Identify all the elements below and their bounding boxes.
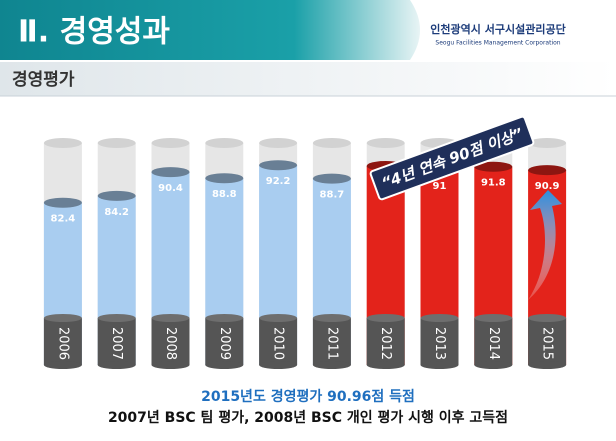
year-base-bottom — [474, 361, 513, 369]
year-base-bottom — [97, 361, 136, 369]
x-tick-label: 2013 — [432, 327, 447, 360]
x-tick-label: 2007 — [109, 327, 124, 360]
value-label: 88.7 — [320, 190, 345, 201]
value-label: 82.4 — [51, 214, 76, 225]
bar-cap — [43, 197, 82, 208]
bar-cap — [97, 190, 136, 201]
value-label: 91.8 — [481, 178, 506, 189]
x-tick-label: 2010 — [271, 327, 286, 360]
year-base-cap — [420, 314, 459, 322]
plot: 82.4 2006 84.2 2007 90.4 2008 88.8 2009 92.2 2010… — [43, 138, 567, 369]
year-base-cap — [528, 314, 567, 322]
year-base — [205, 318, 244, 365]
logo-text: 인천광역시 서구시설관리공단 — [430, 22, 565, 36]
bar-ghost-cap — [259, 138, 298, 148]
value-label: 88.8 — [212, 189, 237, 200]
year-base — [43, 318, 82, 365]
bar-cap — [474, 161, 513, 172]
year-base-cap — [259, 314, 298, 322]
year-base-bottom — [528, 361, 567, 369]
year-base-bottom — [366, 361, 405, 369]
year-base-bottom — [420, 361, 459, 369]
bar-cap — [205, 173, 244, 184]
year-base-cap — [205, 314, 244, 322]
section-band — [0, 62, 616, 96]
year-base-cap — [474, 314, 513, 322]
year-base-cap — [43, 314, 82, 322]
bar-ghost-cap — [151, 138, 190, 148]
x-tick-label: 2008 — [163, 327, 178, 360]
header-band — [0, 0, 420, 60]
trend-arrow — [528, 190, 562, 300]
year-base-bottom — [205, 361, 244, 369]
bar-ghost-cap — [43, 138, 82, 148]
x-tick-label: 2006 — [55, 327, 70, 360]
x-tick-label: 2015 — [540, 327, 555, 360]
value-label: 91 — [433, 181, 447, 192]
year-base — [474, 318, 513, 365]
year-base — [528, 318, 567, 365]
bar-cap — [259, 160, 298, 171]
x-tick-label: 2011 — [324, 327, 339, 360]
banner-box — [369, 115, 535, 201]
year-base — [151, 318, 190, 365]
year-base-cap — [366, 314, 405, 322]
footer-line: 2015년도 경영평가 90.96점 득점 — [201, 388, 415, 405]
year-base — [97, 318, 136, 365]
bar-ghost-cap — [312, 138, 351, 148]
year-base — [259, 318, 298, 365]
bar-cap — [528, 165, 567, 176]
year-base-cap — [312, 314, 351, 322]
bar-ghost-cap — [97, 138, 136, 148]
year-base-cap — [97, 314, 136, 322]
value-label: 92.2 — [266, 176, 291, 187]
slide-title: Ⅱ. 경영성과 — [18, 15, 170, 50]
section-title: 경영평가 — [12, 70, 75, 90]
x-tick-label: 2009 — [217, 327, 232, 360]
year-base-bottom — [43, 361, 82, 369]
year-base — [312, 318, 351, 365]
year-base-cap — [151, 314, 190, 322]
x-tick-label: 2014 — [486, 327, 501, 360]
bar-ghost-cap — [528, 138, 567, 148]
year-base-bottom — [259, 361, 298, 369]
bar-ghost-cap — [366, 138, 405, 148]
logo-text-en: Seogu Facilities Management Corporation — [435, 40, 560, 47]
value-label: 84.2 — [104, 207, 129, 218]
value-label: 90.9 — [535, 181, 560, 192]
bar-cap — [151, 167, 190, 178]
year-base-bottom — [151, 361, 190, 369]
year-base — [366, 318, 405, 365]
year-base — [420, 318, 459, 365]
year-base-bottom — [312, 361, 351, 369]
bar-cap — [312, 173, 351, 184]
footer-line: 2007년 BSC 팀 평가, 2008년 BSC 개인 평가 시행 이후 고득… — [108, 409, 508, 426]
value-label: 90.4 — [158, 183, 183, 194]
x-tick-label: 2012 — [378, 327, 393, 360]
bar-ghost-cap — [205, 138, 244, 148]
